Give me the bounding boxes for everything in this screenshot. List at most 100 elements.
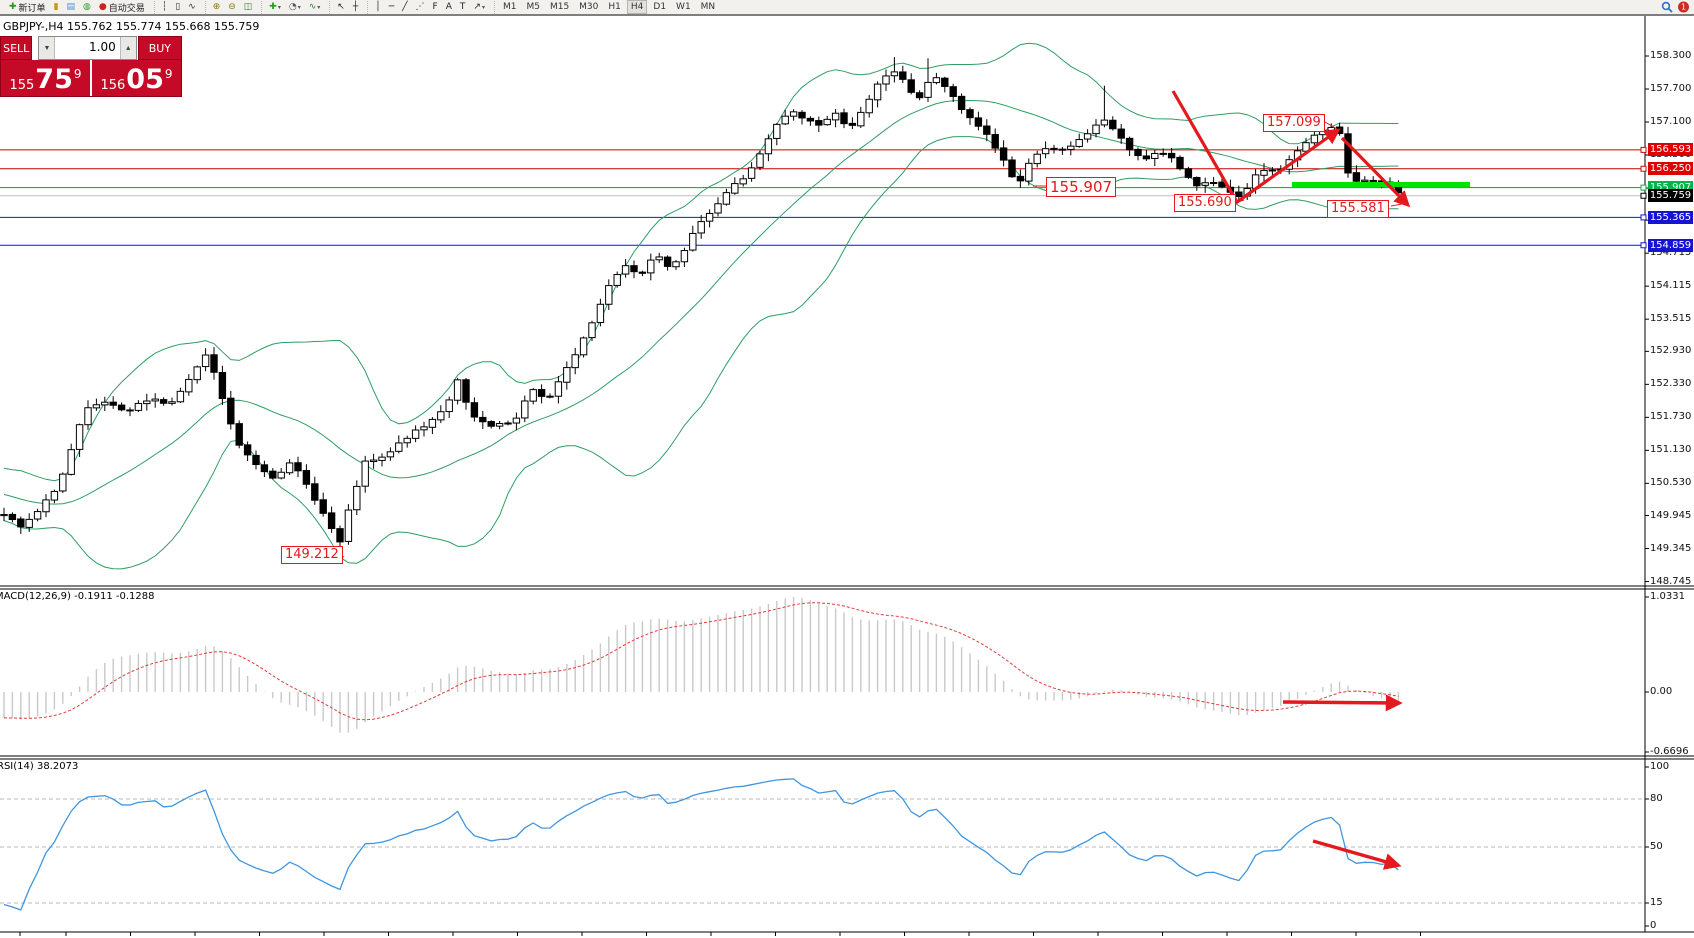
price-axis-tick[interactable]: 149.345 [1650,542,1692,554]
templates-icon: ∿ [308,2,317,12]
main-toolbar: ✚ 新订单 ▮ ▤ ◍ ● 自动交易 ┆ ▯ ∿ ⊕ ⊖ ◫ ✚ ▾ ◔ ▾ ∿ ▾ ↖ ┼ │ ─ ╱ ⋰ F A T ↗ ▾ M1 M5 M… [0,0,1694,14]
rsi-axis-tick[interactable]: 100 [1650,761,1670,772]
indicators-icon[interactable]: ✚ ▾ [266,0,284,14]
zoom-out-icon[interactable]: ⊖ [225,0,239,14]
price-axis-tick[interactable]: 151.730 [1650,411,1692,423]
cursor-icon[interactable]: ↖ [334,0,348,14]
label-icon[interactable]: T [457,0,469,14]
line-chart-icon[interactable]: ∿ [185,0,199,14]
macd-axis-tick[interactable]: 0.00 [1650,686,1673,697]
rsi-axis-tick[interactable]: 0 [1650,920,1657,931]
arrows-icon[interactable]: ↗ ▾ [470,0,488,14]
equidistant-channel-icon[interactable]: ⋰ [413,0,428,14]
price-axis-tick[interactable]: 149.945 [1650,509,1692,521]
price-level-badge: 154.859 [1648,238,1693,252]
timeframe-button-m5[interactable]: M5 [526,2,540,12]
sell-button[interactable]: SELL [0,36,33,60]
crosshair-icon[interactable]: ┼ [350,0,361,14]
timeframe-button-m30[interactable]: M30 [579,2,599,12]
macd-axis-tick[interactable]: 1.0331 [1650,591,1685,602]
sell-price-prefix: 155 [9,78,35,93]
price-axis-tick[interactable]: 153.515 [1650,313,1692,325]
candlestick-chart-icon: ▯ [175,2,181,12]
autotrade-button[interactable]: ● 自动交易 [96,0,148,14]
zoom-out-icon: ⊖ [228,2,236,12]
timeframe-button-h4[interactable]: H4 [626,0,648,14]
sell-price[interactable]: 155 75 9 [1,60,90,96]
fibonacci-icon: F [432,2,438,12]
indicators-icon: ✚ [269,2,277,12]
price-axis-tick[interactable]: 158.300 [1650,50,1692,61]
templates-icon[interactable]: ∿ ▾ [306,0,324,14]
toolbar-button-label: 自动交易 [108,3,145,14]
data-window-icon[interactable]: ▤ [64,0,79,14]
one-click-trading-widget: SELL ▼ 1.00 ▲ BUY 155 75 9 156 05 9 [0,36,182,97]
toolbar-group: ↖ ┼ [329,0,365,14]
fibonacci-icon[interactable]: F [430,0,441,14]
rsi-axis-tick[interactable]: 15 [1650,897,1663,908]
price-level-badge: 156.250 [1648,162,1693,176]
volume-value[interactable]: 1.00 [89,40,116,54]
timeframe-button-h1[interactable]: H1 [608,2,621,12]
signal-icon[interactable]: ◍ [80,0,94,14]
buy-price-prefix: 156 [100,78,126,93]
timeframe-button-mn[interactable]: MN [700,2,716,12]
buy-price[interactable]: 156 05 9 [92,60,181,96]
price-level-badge: 155.759 [1648,189,1693,203]
macd-axis-tick[interactable]: -0.6696 [1650,746,1689,757]
crosshair-icon: ┼ [352,2,359,12]
bar-chart-icon: ┆ [161,2,168,12]
rsi-trend-arrow [1312,839,1402,870]
chevron-down-icon[interactable]: ▾ [277,3,281,11]
trendline-icon: ╱ [402,2,408,12]
periods-icon[interactable]: ◔ ▾ [286,0,304,14]
price-axis-tick[interactable]: 157.100 [1650,116,1692,127]
search-icon[interactable] [1661,1,1673,13]
market-watch-icon[interactable]: ▮ [51,0,62,14]
toolbar-group: │ ─ ╱ ⋰ F A T ↗ ▾ [367,0,492,14]
new-order-button[interactable]: ✚ 新订单 [6,0,49,14]
annotation-price-label: 155.690 [1174,194,1236,212]
toolbar-group: ┆ ▯ ∿ [153,0,203,14]
trendline-icon[interactable]: ╱ [399,0,410,14]
zoom-in-icon[interactable]: ⊕ [210,0,224,14]
volume-stepper[interactable]: ▼ 1.00 ▲ [38,36,137,60]
price-axis-tick[interactable]: 154.715 [1650,247,1692,259]
toolbar-button-label: 新订单 [18,3,46,14]
chevron-down-icon[interactable]: ▾ [297,3,301,11]
trend-arrow [1340,136,1411,208]
zoom-in-icon: ⊕ [212,2,221,12]
bar-chart-icon[interactable]: ┆ [159,0,170,14]
tile-windows-icon[interactable]: ◫ [241,0,256,14]
chevron-down-icon[interactable]: ▾ [481,3,485,11]
price-axis-tick[interactable]: 152.330 [1650,378,1692,390]
buy-button[interactable]: BUY [137,36,182,60]
price-axis-tick[interactable]: 152.930 [1650,345,1692,357]
svg-text:1: 1 [1681,3,1686,12]
candlestick-chart-icon[interactable]: ▯ [172,0,183,14]
volume-decrease-button[interactable]: ▼ [39,37,56,59]
autotrade-icon: ● [98,2,107,12]
text-icon: A [445,2,452,12]
rsi-axis-tick[interactable]: 50 [1650,841,1663,852]
rsi-axis-tick[interactable]: 80 [1650,793,1663,804]
timeframe-button-m15[interactable]: M15 [549,2,570,12]
main-chart-plot[interactable] [0,14,1694,938]
timeframe-button-d1[interactable]: D1 [653,2,667,12]
price-axis-tick[interactable]: 157.700 [1650,83,1692,94]
text-icon[interactable]: A [443,0,455,14]
price-axis-tick[interactable]: 151.130 [1650,444,1692,456]
toolbar-group: ✚ ▾ ◔ ▾ ∿ ▾ [261,0,327,14]
chevron-down-icon[interactable]: ▾ [317,3,321,11]
volume-increase-button[interactable]: ▲ [119,37,136,59]
price-axis-tick[interactable]: 148.745 [1650,575,1692,587]
horizontal-line-icon[interactable]: ─ [386,0,397,14]
signal-icon: ◍ [83,2,91,12]
timeframe-button-m1[interactable]: M1 [502,2,517,12]
notification-icon[interactable]: 1 [1677,1,1690,13]
vertical-line-icon[interactable]: │ [372,0,383,14]
timeframe-button-w1[interactable]: W1 [676,2,691,12]
price-axis-tick[interactable]: 154.115 [1650,280,1692,292]
price-axis-tick[interactable]: 150.530 [1650,477,1692,489]
